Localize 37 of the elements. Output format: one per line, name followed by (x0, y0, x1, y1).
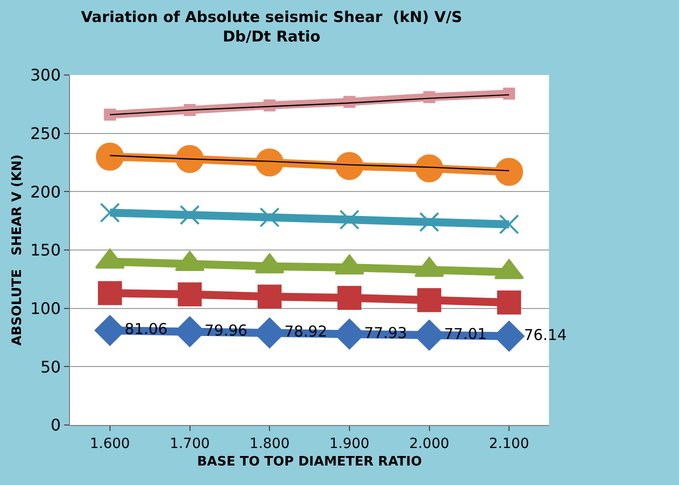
x-tick-label: 1.600 (90, 436, 130, 452)
point (415, 154, 444, 182)
chart-title: Variation of Absolute seismic Shear (kN) V/S Db/Dt Ratio (81, 8, 462, 46)
y-tick-label: 100 (30, 298, 61, 318)
data-label: 76.14 (524, 326, 567, 344)
point (178, 282, 202, 306)
point (258, 284, 282, 309)
x-tick-label: 1.700 (170, 436, 210, 452)
point (98, 281, 122, 306)
y-tick-label: 150 (30, 240, 61, 260)
point (96, 142, 124, 171)
x-axis-title: BASE TO TOP DIAMETER RATIO (197, 454, 422, 470)
y-tick-label: 250 (30, 124, 61, 143)
point (256, 148, 284, 176)
point (503, 88, 516, 100)
y-tick-label: 200 (30, 182, 61, 202)
point (499, 214, 520, 234)
y-axis-title: ABSOLUTE SHEAR V (KN) (10, 154, 26, 346)
y-tick-label: 300 (30, 66, 61, 85)
y-tick-label: 0 (50, 416, 61, 435)
point (419, 212, 440, 232)
x-tick-label: 2.100 (489, 436, 530, 452)
point (100, 202, 120, 223)
point (335, 152, 364, 180)
point (176, 145, 204, 173)
point (337, 286, 362, 310)
point (497, 290, 522, 314)
x-tick-label: 2.000 (409, 436, 450, 452)
point (180, 205, 200, 225)
point (260, 207, 280, 228)
x-tick-label: 1.800 (250, 436, 290, 452)
y-tick-label: 50 (40, 357, 61, 376)
point (339, 210, 360, 230)
point (495, 158, 524, 186)
x-tick-label: 1.900 (329, 436, 370, 452)
point (417, 288, 442, 312)
point (104, 108, 116, 121)
